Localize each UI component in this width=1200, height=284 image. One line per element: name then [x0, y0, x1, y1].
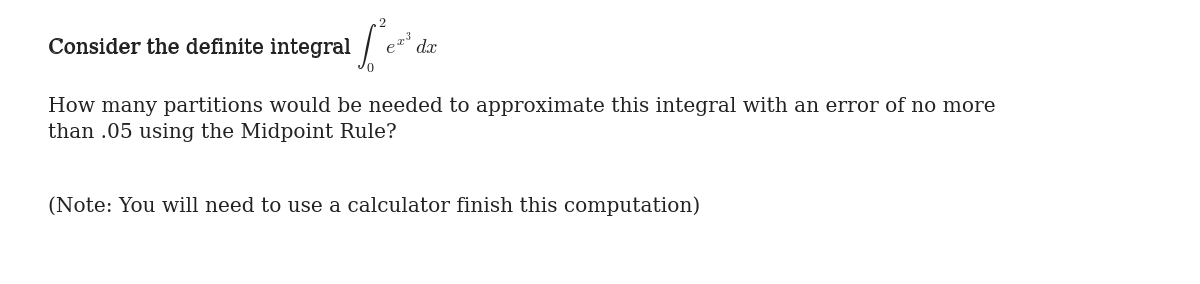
Text: How many partitions would be needed to approximate this integral with an error o: How many partitions would be needed to a…	[48, 97, 996, 116]
Text: Consider the definite integral $\int_0^2 e^{x^3}\,dx$: Consider the definite integral $\int_0^2…	[48, 16, 438, 75]
Text: Consider the definite integral: Consider the definite integral	[48, 39, 358, 58]
Text: (Note: You will need to use a calculator finish this computation): (Note: You will need to use a calculator…	[48, 196, 701, 216]
Text: than .05 using the Midpoint Rule?: than .05 using the Midpoint Rule?	[48, 123, 397, 142]
